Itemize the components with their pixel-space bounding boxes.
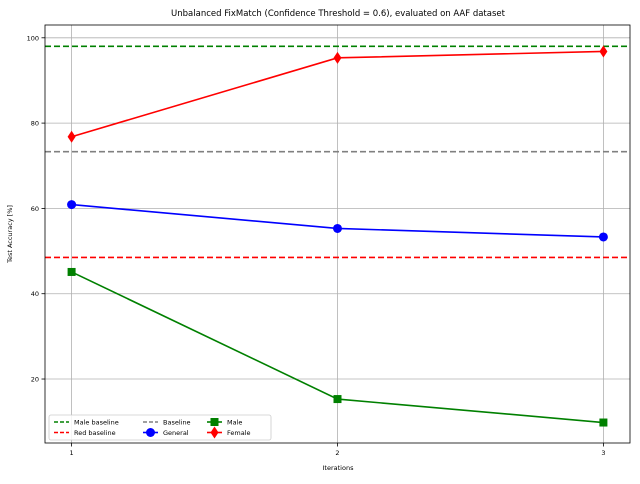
- y-axis-label: Test Accuracy [%]: [6, 205, 14, 264]
- legend-label-male: Male: [227, 419, 242, 427]
- x-tick-label: 1: [70, 449, 74, 457]
- legend-label-female: Female: [227, 429, 251, 437]
- data-point-male: [333, 395, 342, 404]
- data-point-general: [67, 200, 77, 210]
- y-tick-label: 20: [31, 376, 39, 384]
- data-point-male: [599, 418, 608, 427]
- y-tick-label: 60: [31, 205, 39, 213]
- y-tick-label: 80: [31, 120, 39, 128]
- legend-label-red-baseline: Red baseline: [74, 429, 116, 437]
- x-tick-label: 3: [601, 449, 605, 457]
- data-point-male: [67, 267, 76, 276]
- ticks: 1 2 3 20 40 60 80 100: [27, 34, 606, 457]
- legend-label-baseline: Baseline: [163, 419, 191, 427]
- legend-marker-male: [210, 418, 219, 426]
- legend-marker-general: [146, 428, 155, 437]
- legend-label-general: General: [163, 429, 189, 437]
- y-tick-label: 100: [27, 34, 39, 42]
- data-point-female: [599, 45, 608, 58]
- reference-lines: [45, 45, 630, 259]
- x-tick-label: 2: [335, 449, 339, 457]
- grid: [45, 25, 630, 443]
- data-point-general: [598, 232, 608, 242]
- legend-marker-female: [210, 426, 219, 439]
- chart-title: Unbalanced FixMatch (Confidence Threshol…: [171, 9, 506, 19]
- legend-label-male-baseline: Male baseline: [74, 419, 119, 427]
- data-point-general: [333, 223, 342, 233]
- x-axis-label: Iterations: [323, 464, 355, 472]
- data-point-female: [333, 51, 342, 64]
- y-tick-label: 40: [31, 290, 39, 298]
- series: [67, 45, 608, 427]
- legend: Male baseline Red baseline Baseline General…: [48, 414, 272, 441]
- data-point-female: [67, 130, 76, 143]
